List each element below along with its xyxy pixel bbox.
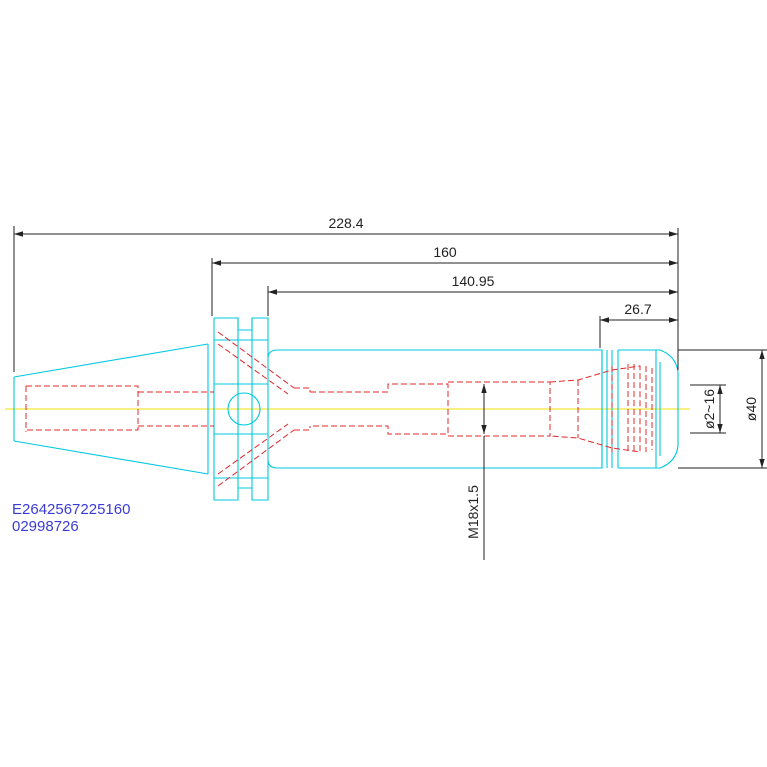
- dim-body-text: 140.95: [452, 273, 495, 289]
- dim-overall: 228.4: [14, 215, 678, 237]
- part-code: E2642567225160: [12, 501, 130, 518]
- hidden-bore: [25, 331, 653, 487]
- extension-lines: [13, 226, 767, 560]
- part-outline: [13, 317, 679, 501]
- dim-thread: M18x1.5: [465, 384, 487, 539]
- dim-body: 140.95: [268, 273, 678, 295]
- dim-gauge: 160: [212, 244, 678, 266]
- dim-gauge-text: 160: [433, 244, 457, 260]
- dim-thread-text: M18x1.5: [465, 485, 481, 539]
- dim-clamp-range: ø2~16: [701, 385, 723, 433]
- dim-nose: 26.7: [600, 301, 678, 323]
- dim-nose-diameter: ø40: [743, 350, 765, 468]
- dim-clamp-range-text: ø2~16: [701, 389, 717, 429]
- dim-overall-text: 228.4: [328, 215, 363, 231]
- dim-nose-diameter-text: ø40: [743, 397, 759, 421]
- dim-nose-text: 26.7: [624, 301, 651, 317]
- part-number: 02998726: [12, 518, 79, 535]
